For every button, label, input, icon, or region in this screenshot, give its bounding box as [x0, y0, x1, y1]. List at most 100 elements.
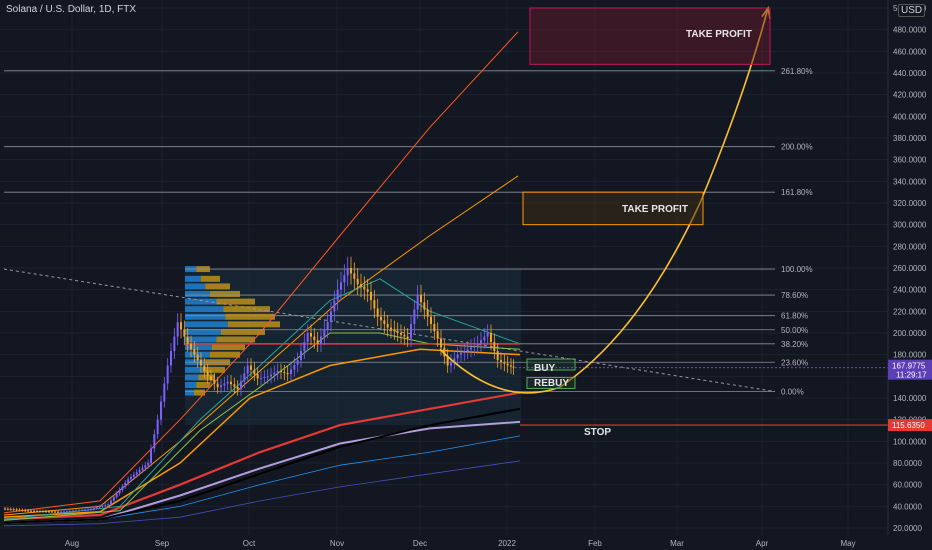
candle-body: [443, 347, 446, 357]
price-tick-label: 380.0000: [893, 134, 927, 143]
candle-body: [54, 511, 56, 513]
price-tick-label: 60.0000: [893, 481, 922, 490]
time-tick-label: Nov: [330, 539, 344, 548]
candle-body: [503, 361, 506, 364]
trend-line-dashed: [3, 268, 776, 392]
candle-body: [216, 383, 219, 388]
candle-body: [124, 482, 127, 487]
candle-body: [253, 369, 256, 375]
candle-body: [27, 510, 30, 512]
price-tick-label: 40.0000: [893, 502, 922, 511]
fib-level-label: 78.60%: [781, 291, 808, 300]
time-tick-label: Sep: [155, 539, 170, 548]
candle-body: [115, 493, 118, 498]
fib-level-label: 261.80%: [781, 67, 813, 76]
candle-body: [410, 323, 412, 339]
candle-body: [300, 351, 302, 361]
volume-bar-gold: [221, 328, 265, 335]
candle-body: [343, 275, 346, 283]
price-tick-label: 420.0000: [893, 91, 927, 100]
candle-body: [283, 372, 286, 374]
candle-body: [63, 511, 65, 513]
candle-body: [4, 508, 6, 510]
volume-bar-gold: [205, 283, 230, 290]
candle-body: [420, 295, 422, 303]
ma-green: [3, 332, 521, 521]
candle-body: [150, 448, 152, 463]
candle-body: [450, 361, 452, 366]
candle-body: [460, 352, 462, 355]
price-tick-label: 400.0000: [893, 112, 927, 121]
candle-body: [210, 376, 212, 380]
ma-black: [3, 407, 521, 524]
volume-bar-blue: [185, 313, 226, 320]
candle-body: [486, 333, 489, 337]
candle-body: [110, 500, 112, 505]
candle-body: [376, 308, 379, 317]
candle-body: [433, 323, 436, 332]
candle-body: [104, 504, 107, 506]
candle-body: [356, 278, 359, 285]
candle-body: [87, 509, 89, 511]
candle-body: [186, 336, 189, 344]
volume-bar-blue: [185, 389, 194, 396]
time-axis: [0, 535, 932, 550]
candle-body: [84, 509, 86, 511]
candle-body: [386, 323, 389, 328]
candle-body: [138, 469, 141, 473]
candle-body: [135, 472, 138, 475]
current-price-tag: [888, 359, 932, 380]
time-tick-label: Aug: [65, 539, 79, 548]
price-tick-label: 240.0000: [893, 286, 927, 295]
candle-body: [118, 489, 121, 494]
candle-body: [156, 419, 159, 435]
stop-price-value: 115.6350: [892, 421, 925, 430]
candle-body: [39, 510, 41, 512]
currency-button[interactable]: USD: [898, 4, 926, 17]
candle-body: [276, 370, 279, 373]
candle-body: [130, 476, 132, 480]
candle-body: [400, 333, 402, 335]
volume-bar-blue: [185, 283, 206, 290]
candle-body: [370, 291, 372, 301]
buy-box: [526, 358, 576, 371]
candle-body: [453, 358, 456, 362]
ma-teal: [3, 278, 521, 520]
candle-body: [45, 511, 47, 513]
candle-body: [203, 365, 206, 371]
candle-body: [270, 374, 272, 377]
price-tick-label: 20.0000: [893, 524, 922, 533]
candle-body: [260, 377, 262, 379]
candle-body: [323, 329, 326, 337]
candle-body: [107, 504, 110, 506]
candle-body: [6, 508, 9, 510]
candle-body: [333, 300, 336, 312]
volume-bar-blue: [185, 328, 221, 335]
chart-title: Solana / U.S. Dollar, 1D, FTX: [6, 4, 137, 15]
candle-body: [473, 345, 476, 348]
volume-bar-gold: [200, 275, 220, 282]
candle-body: [380, 316, 382, 321]
candle-body: [470, 347, 472, 350]
price-tick-label: 260.0000: [893, 264, 927, 273]
candle-body: [90, 508, 92, 510]
price-tick-label: 100.0000: [893, 437, 927, 446]
candle-body: [9, 508, 12, 510]
candle-body: [456, 354, 459, 359]
current-price-time: 11:29:17: [896, 371, 927, 380]
candle-body: [490, 333, 492, 343]
price-tick-label: 220.0000: [893, 307, 927, 316]
candle-body: [303, 342, 306, 352]
volume-bar-gold: [223, 306, 270, 313]
candle-body: [18, 509, 21, 511]
candle-body: [51, 511, 53, 513]
rebuy-box: [526, 376, 576, 389]
volume-bar-blue: [185, 298, 217, 305]
ma-red: [3, 391, 521, 521]
ma-upper-red: [3, 31, 519, 514]
price-tick-label: 300.0000: [893, 221, 927, 230]
volume-bar-blue: [185, 321, 228, 328]
projection-curve: [439, 7, 769, 394]
candle-body: [166, 365, 169, 384]
